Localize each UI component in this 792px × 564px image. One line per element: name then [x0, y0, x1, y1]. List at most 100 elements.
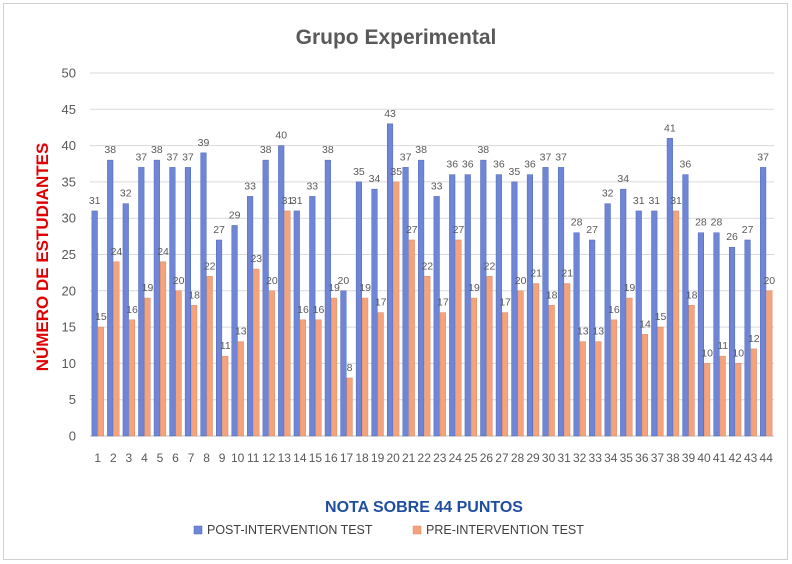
data-label-post: 31 — [291, 195, 303, 207]
data-label-post: 26 — [726, 231, 738, 243]
legend-swatch — [193, 525, 203, 535]
data-label-pre: 15 — [655, 311, 667, 323]
data-label-pre: 22 — [484, 260, 496, 272]
y-tick-label: 45 — [62, 102, 76, 117]
data-label-pre: 16 — [608, 304, 620, 316]
bar-pre — [191, 305, 198, 437]
data-label-pre: 16 — [297, 304, 309, 316]
bar-pre — [641, 334, 649, 437]
x-axis-ticks: 1 2 3 4 5 6 7 8 9 10 11 12 13 14 15 16 17 18 19 20 21 22 23 24 2… — [94, 451, 773, 465]
data-label-post: 40 — [275, 130, 287, 142]
y-axis-label: NÚMERO DE ESTUDIANTES — [33, 143, 52, 372]
bar-post — [697, 232, 704, 437]
bar-post — [138, 167, 145, 437]
data-label-pre: 15 — [95, 311, 107, 323]
y-tick-label: 35 — [62, 174, 76, 189]
bar-pre — [486, 276, 493, 437]
data-label-pre: 27 — [406, 224, 418, 236]
data-label-pre: 10 — [732, 347, 744, 359]
bar-post — [107, 159, 114, 437]
bar-post — [153, 159, 160, 437]
y-tick-label: 10 — [62, 356, 76, 371]
x-tick-label: 43 — [744, 451, 758, 465]
bar-pre — [331, 297, 338, 437]
data-label-pre: 13 — [235, 326, 247, 338]
data-label-pre: 16 — [313, 304, 325, 316]
data-label-post: 38 — [104, 144, 116, 156]
bar-post — [247, 196, 254, 437]
x-tick-label: 36 — [635, 451, 649, 465]
bar-post — [169, 167, 176, 437]
x-tick-label: 14 — [293, 451, 307, 465]
data-label-post: 34 — [617, 173, 629, 185]
bar-pre — [113, 261, 120, 437]
bar-post — [464, 174, 471, 437]
bar-pre — [424, 276, 431, 437]
x-tick-label: 41 — [713, 451, 727, 465]
bar-pre — [533, 283, 540, 437]
data-label-post: 29 — [229, 209, 241, 221]
chart-frame: Grupo Experimental NÚMERO DE ESTUDIANTES… — [3, 3, 788, 560]
data-label-post: 31 — [89, 195, 101, 207]
bar-post — [480, 159, 487, 437]
y-tick-label: 40 — [62, 138, 76, 153]
bar-pre — [253, 268, 260, 437]
bar-pre — [502, 312, 509, 437]
data-label-pre: 13 — [592, 326, 604, 338]
data-label-pre: 19 — [468, 282, 480, 294]
data-label-pre: 8 — [347, 362, 353, 374]
legend-label: PRE-INTERVENTION TEST — [426, 523, 584, 537]
data-label-post: 36 — [462, 159, 474, 171]
y-tick-label: 30 — [62, 211, 76, 226]
data-label-post: 43 — [384, 108, 396, 120]
data-label-pre: 31 — [282, 195, 294, 207]
data-label-post: 36 — [680, 159, 692, 171]
y-tick-label: 0 — [69, 429, 76, 444]
bar-pre — [766, 290, 773, 437]
data-label-pre: 12 — [748, 333, 760, 345]
bar-pre — [377, 312, 384, 437]
bar-pre — [704, 363, 711, 437]
x-tick-label: 2 — [110, 451, 117, 465]
data-label-post: 28 — [571, 217, 583, 229]
data-label-pre: 13 — [577, 326, 589, 338]
bar-post — [557, 167, 565, 437]
y-tick-label: 5 — [69, 392, 76, 407]
data-label-pre: 20 — [515, 275, 527, 287]
bars — [91, 123, 773, 437]
bar-pre — [393, 181, 400, 437]
data-label-pre: 19 — [142, 282, 154, 294]
bar-post — [433, 196, 440, 437]
data-label-pre: 22 — [204, 260, 216, 272]
data-label-pre: 18 — [188, 289, 200, 301]
data-label-pre: 23 — [250, 253, 262, 265]
x-tick-label: 30 — [542, 451, 556, 465]
bar-post — [666, 138, 673, 437]
data-label-post: 27 — [586, 224, 598, 236]
bar-pre — [688, 305, 695, 437]
data-label-post: 33 — [431, 180, 443, 192]
data-label-post: 37 — [182, 151, 194, 163]
bar-post — [402, 167, 409, 437]
bar-pre — [97, 326, 104, 437]
bar-post — [589, 239, 596, 437]
data-label-pre: 24 — [111, 246, 123, 258]
data-label-post: 32 — [120, 188, 132, 200]
bar-pre — [268, 290, 275, 437]
bar-post — [262, 159, 269, 437]
bar-post — [309, 196, 316, 437]
bar-post — [324, 159, 331, 437]
x-tick-label: 31 — [557, 451, 571, 465]
x-tick-label: 33 — [589, 451, 603, 465]
bar-post — [293, 210, 300, 437]
chart-title: Grupo Experimental — [296, 26, 497, 49]
legend: POST-INTERVENTION TEST PRE-INTERVENTION T… — [193, 523, 584, 537]
x-tick-label: 38 — [666, 451, 680, 465]
data-label-pre: 17 — [375, 297, 387, 309]
y-tick-label: 15 — [62, 320, 76, 335]
data-label-pre: 22 — [421, 260, 433, 272]
x-tick-label: 9 — [219, 451, 226, 465]
bar-pre — [564, 283, 571, 437]
bar-pre — [315, 319, 322, 437]
x-tick-label: 23 — [433, 451, 447, 465]
